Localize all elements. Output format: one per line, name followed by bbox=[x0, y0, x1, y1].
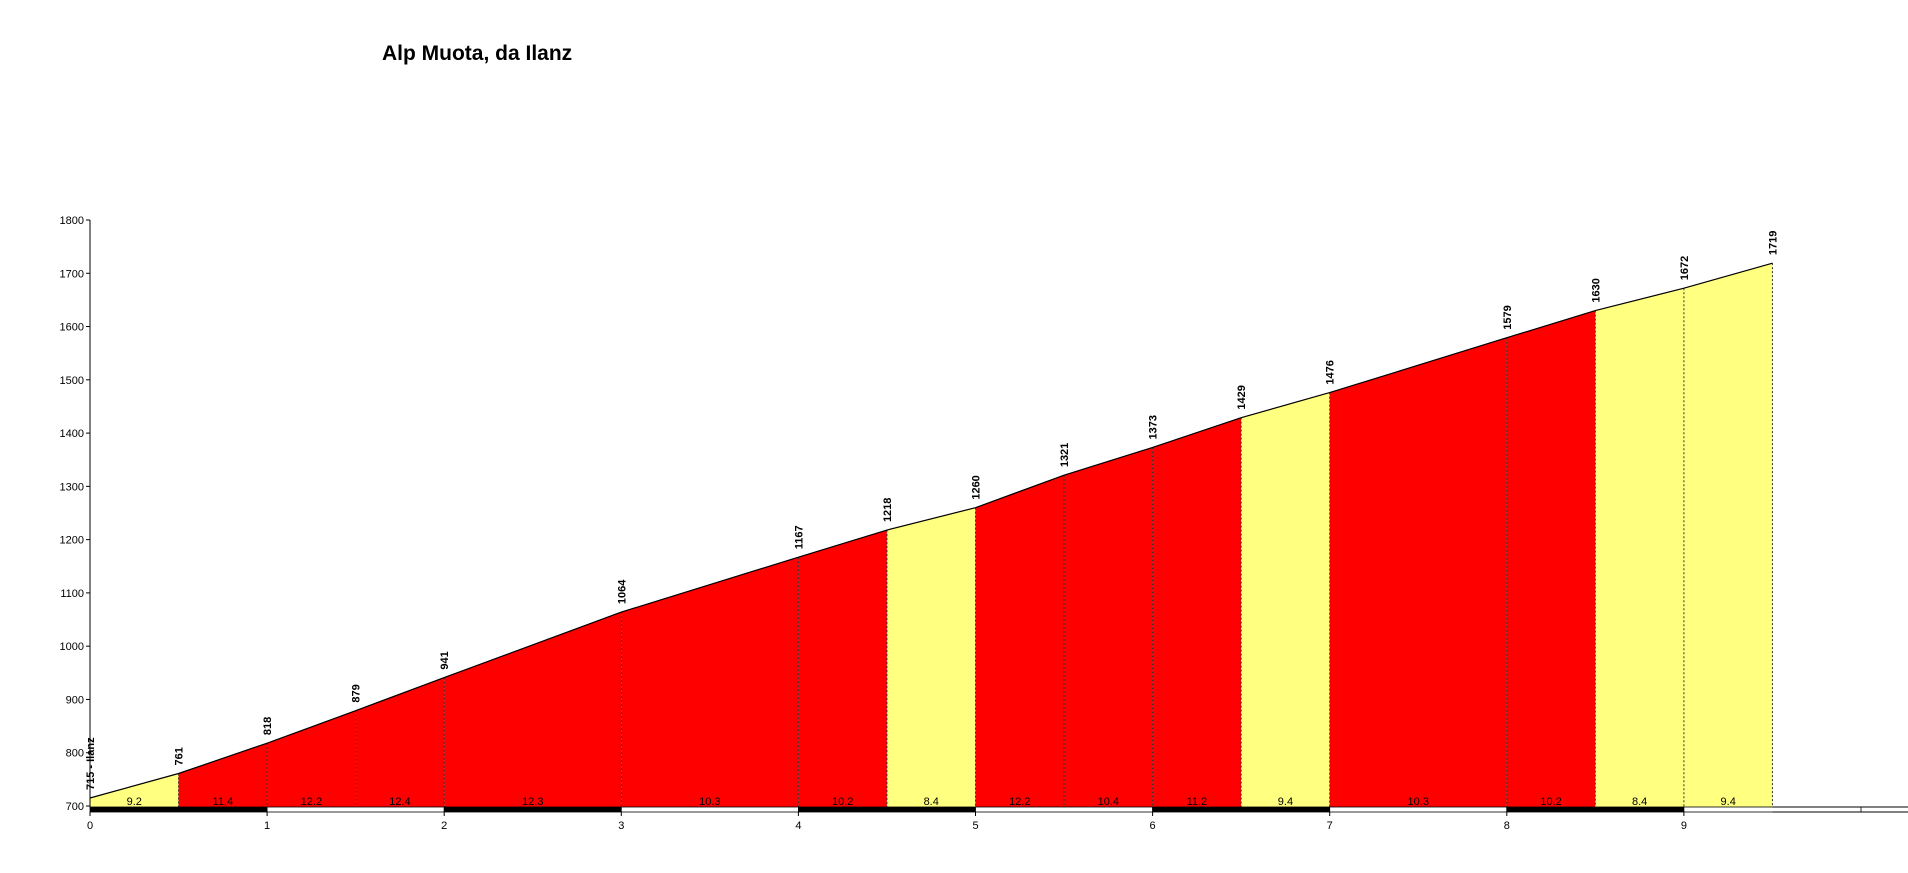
y-tick-label: 1000 bbox=[60, 641, 84, 653]
segment-fill bbox=[90, 773, 179, 807]
segment-fill bbox=[178, 743, 268, 807]
elevation-label: 1167 bbox=[793, 525, 805, 549]
segment-fill bbox=[1595, 288, 1684, 807]
x-tick-label: 3 bbox=[618, 820, 624, 832]
elevation-label: 1218 bbox=[882, 498, 894, 522]
chart-title: Alp Muota, da Ilanz bbox=[382, 42, 573, 65]
x-tick-label: 0 bbox=[87, 820, 93, 832]
profile-line bbox=[89, 262, 1773, 799]
km-scale-block bbox=[798, 806, 976, 813]
elevation-label: 1260 bbox=[971, 475, 983, 499]
x-tick-label: 9 bbox=[1681, 820, 1687, 832]
elevation-label: 761 bbox=[174, 747, 186, 765]
profile-line-group bbox=[89, 262, 1773, 799]
km-scale-block bbox=[1683, 806, 1862, 813]
segment-fill bbox=[444, 612, 622, 807]
elevation-label: 818 bbox=[262, 717, 274, 735]
elevation-label: 1476 bbox=[1325, 360, 1337, 384]
elevation-label: 1719 bbox=[1767, 231, 1779, 255]
y-tick-label: 1200 bbox=[60, 535, 84, 547]
elevation-label: 941 bbox=[439, 651, 451, 669]
elevation-label: 1321 bbox=[1059, 443, 1071, 467]
segment-fill bbox=[1064, 447, 1153, 807]
gradient-label: 9.2 bbox=[127, 796, 142, 808]
gradient-label: 10.3 bbox=[1408, 796, 1429, 808]
segment-fill bbox=[355, 677, 445, 807]
km-scale-block bbox=[1506, 806, 1685, 813]
y-tick-label: 1300 bbox=[60, 481, 84, 493]
y-tick-label: 1100 bbox=[60, 588, 84, 600]
gradient-label: 10.2 bbox=[832, 796, 853, 808]
gradient-label: 12.4 bbox=[389, 796, 410, 808]
x-tick-label: 7 bbox=[1327, 820, 1333, 832]
gradient-label: 8.4 bbox=[1632, 796, 1647, 808]
elevation-label: 1064 bbox=[616, 579, 628, 604]
y-tick-label: 700 bbox=[66, 801, 84, 813]
km-scale-block bbox=[266, 806, 445, 813]
y-tick-label: 800 bbox=[66, 748, 84, 760]
segment-fill bbox=[886, 507, 976, 807]
x-tick-label: 6 bbox=[1150, 820, 1156, 832]
gradient-label: 12.3 bbox=[522, 796, 543, 808]
y-tick-label: 1800 bbox=[60, 215, 84, 227]
gradient-label: 11.4 bbox=[213, 796, 234, 808]
x-tick-label: 1 bbox=[264, 820, 270, 832]
segment-fill bbox=[798, 530, 887, 807]
gradient-label: 10.2 bbox=[1540, 796, 1561, 808]
gradient-label: 10.4 bbox=[1098, 796, 1119, 808]
gradient-label: 9.4 bbox=[1278, 796, 1293, 808]
segment-fills bbox=[90, 263, 1773, 808]
elevation-label: 1579 bbox=[1502, 305, 1514, 329]
gradient-label: 12.2 bbox=[301, 796, 322, 808]
y-tick-label: 900 bbox=[66, 694, 84, 706]
elevation-label: 879 bbox=[351, 684, 363, 702]
elevation-label: 1630 bbox=[1590, 278, 1602, 302]
gradient-label: 11.2 bbox=[1187, 796, 1208, 808]
elevation-label: 1672 bbox=[1679, 256, 1691, 280]
segment-dividers bbox=[178, 263, 1773, 807]
gradient-label: 9.4 bbox=[1721, 796, 1736, 808]
km-scale-block bbox=[89, 806, 268, 813]
segment-fill bbox=[1506, 310, 1596, 807]
segment-fill bbox=[267, 710, 356, 807]
x-tick-label: 5 bbox=[972, 820, 978, 832]
elevation-labels: 715 - Ilanz 761 818 879 941 1064 1167 1218 1260 1… bbox=[85, 231, 1779, 790]
gradient-label: 10.3 bbox=[699, 796, 720, 808]
y-tick-label: 1400 bbox=[60, 428, 84, 440]
segment-fill bbox=[621, 557, 799, 807]
y-tick-label: 1600 bbox=[60, 322, 84, 334]
km-scale-block bbox=[1152, 806, 1331, 813]
segment-fill bbox=[975, 475, 1065, 807]
segment-fill bbox=[1683, 263, 1773, 808]
y-tick-label: 1700 bbox=[60, 268, 84, 280]
gradient-labels: 9.2 11.4 12.2 12.4 12.3 10.3 10.2 8.4 12.2 10.4 11… bbox=[127, 796, 1736, 808]
gradient-label: 8.4 bbox=[924, 796, 939, 808]
segment-fill bbox=[1241, 392, 1330, 807]
elevation-label: 1429 bbox=[1236, 385, 1248, 409]
y-tick-label: 1500 bbox=[60, 375, 84, 387]
x-tick-label: 2 bbox=[441, 820, 447, 832]
km-scale-block bbox=[975, 806, 1154, 813]
x-tick-label: 4 bbox=[795, 820, 801, 832]
x-tick-label: 8 bbox=[1504, 820, 1510, 832]
elevation-label: 1373 bbox=[1148, 415, 1160, 439]
segment-fill bbox=[1152, 417, 1242, 807]
segment-fill bbox=[1329, 337, 1507, 807]
elevation-label: 715 - Ilanz bbox=[85, 737, 97, 790]
axes: 7008009001000110012001300140015001600170… bbox=[60, 215, 1687, 832]
gradient-label: 12.2 bbox=[1009, 796, 1030, 808]
km-scale-bar bbox=[89, 806, 1908, 813]
